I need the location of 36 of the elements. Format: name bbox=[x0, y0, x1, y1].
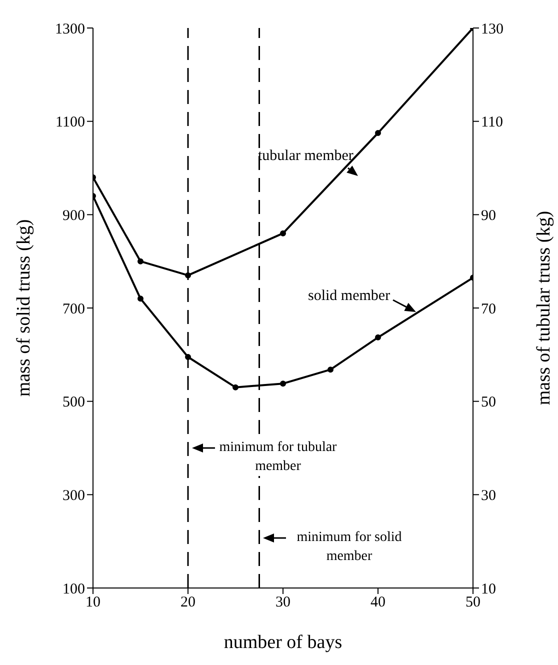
series-label: tubular member bbox=[258, 148, 354, 165]
point bbox=[138, 258, 144, 264]
y2-tick-label: 50 bbox=[481, 394, 496, 411]
y2-tick-label: 30 bbox=[481, 488, 496, 504]
y-tick-label: 500 bbox=[62, 394, 85, 411]
point bbox=[232, 384, 238, 390]
y-tick-label: 900 bbox=[62, 208, 85, 224]
y2-tick-label: 90 bbox=[481, 208, 496, 224]
series-label: solid member bbox=[308, 288, 390, 305]
point bbox=[328, 366, 334, 373]
x-tick-label: 20 bbox=[180, 594, 196, 611]
y2-axis-title: mass of tubular truss (kg) bbox=[534, 210, 555, 406]
x-tick-label: 30 bbox=[276, 594, 290, 611]
y2-tick-label: 10 bbox=[481, 581, 496, 598]
x-tick-label: 50 bbox=[466, 594, 480, 611]
ref-line-label: minimum for tubular member bbox=[216, 438, 340, 476]
y-tick-label: 700 bbox=[62, 301, 85, 318]
y2-tick-label: 70 bbox=[481, 301, 496, 318]
y-tick-label: 100 bbox=[62, 581, 85, 598]
point bbox=[280, 380, 286, 387]
y2-tick-label: 130 bbox=[481, 21, 504, 38]
y-tick-label: 1100 bbox=[56, 114, 85, 131]
ref-line-label: minimum for solid member bbox=[287, 528, 412, 566]
point bbox=[138, 296, 144, 302]
point bbox=[375, 130, 381, 136]
point bbox=[185, 272, 191, 278]
point bbox=[185, 354, 191, 360]
point bbox=[375, 334, 381, 340]
x-axis-title: number of bays bbox=[224, 632, 342, 653]
x-tick-label: 10 bbox=[86, 594, 100, 611]
y-axis-title: mass of solid truss (kg) bbox=[14, 219, 35, 397]
y-tick-label: 1300 bbox=[55, 21, 85, 38]
point bbox=[280, 230, 286, 236]
y-tick-label: 300 bbox=[62, 488, 85, 504]
x-tick-label: 40 bbox=[370, 594, 386, 611]
y2-tick-label: 110 bbox=[481, 114, 503, 131]
